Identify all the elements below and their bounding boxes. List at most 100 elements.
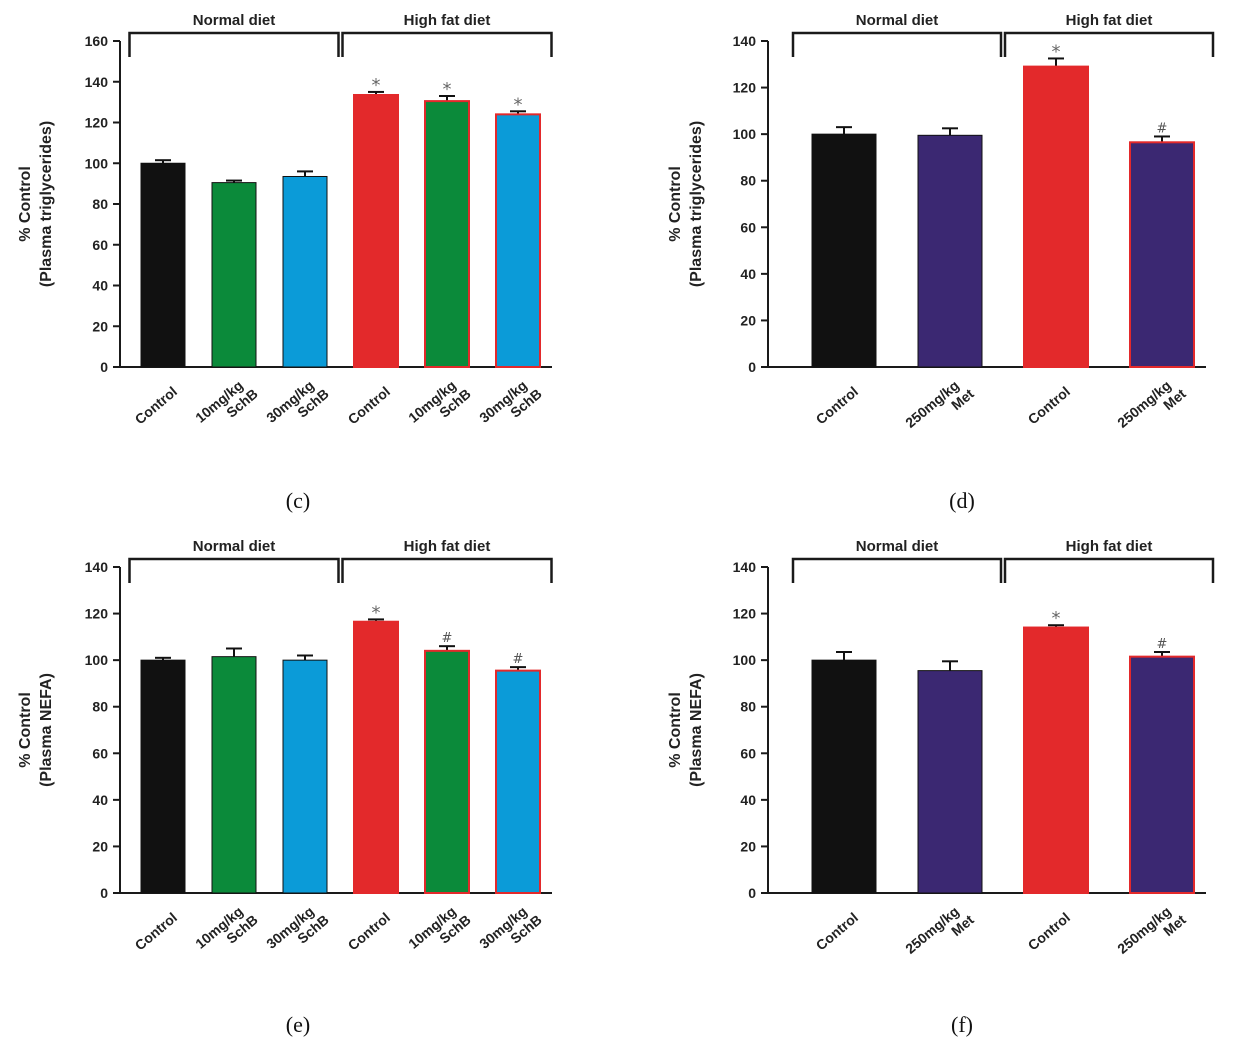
y-axis-title-line: % Control [667,692,684,768]
category-label: Control [132,383,180,427]
y-tick-label: 80 [92,196,108,212]
y-axis-title-line: (Plasma triglycerides) [688,121,705,287]
y-tick-label: 100 [85,652,109,668]
y-tick-label: 60 [92,237,108,253]
y-tick-label: 0 [748,885,756,901]
bar [495,113,541,368]
y-tick-label: 80 [740,173,756,189]
category-label: 10mg/kgSchB [405,899,474,964]
category-label: 250mg/kgMet [1114,373,1189,443]
bar [282,175,328,368]
y-tick-label: 0 [748,359,756,375]
significance-star: * [1052,41,1061,62]
y-tick-label: 80 [92,699,108,715]
y-tick-label: 40 [92,792,108,808]
category-label: 250mg/kgMet [902,373,977,443]
category-label: 250mg/kgMet [902,899,977,969]
y-tick-label: 100 [85,155,109,171]
category-label: Control [813,383,861,427]
group-label: High fat diet [404,538,491,555]
category-label: Control [132,909,180,953]
y-axis-title: % Control (Plasma NEFA) [667,673,705,787]
y-axis-title-line: (Plasma NEFA) [38,673,55,787]
category-label: 30mg/kgSchB [263,899,332,964]
group-bracket [341,31,553,57]
bar [211,656,257,894]
category-label: Control [345,909,393,953]
y-axis-title-line: (Plasma triglycerides) [38,121,55,287]
significance-star: * [514,94,523,115]
group-label: Normal diet [856,12,939,29]
group-bracket [791,31,1003,57]
group-label: Normal diet [193,12,276,29]
significance-hash: # [1157,121,1168,136]
significance-hash: # [513,652,524,667]
y-axis-title: % Control (Plasma NEFA) [17,673,55,787]
y-axis-title-line: % Control [667,166,684,242]
chart-panel-f: 0 20 40 60 80 100 120 140 % Control (Plasma NEFA)… [650,526,1250,1006]
category-label-line: Control [345,909,393,953]
panel-label-f: (f) [951,1012,973,1037]
category-label: 10mg/kgSchB [405,373,474,438]
bar [1023,626,1089,895]
group-label: High fat diet [404,12,491,29]
bar [140,162,186,368]
panel-label-d: (d) [949,488,975,513]
category-label-line: Control [1025,383,1073,427]
bar [1129,655,1195,894]
y-tick-label: 60 [92,745,108,761]
y-tick-label: 100 [733,126,757,142]
bar [811,659,877,894]
y-tick-label: 80 [740,699,756,715]
bar [282,659,328,894]
y-tick-label: 40 [740,792,756,808]
panel-label-c: (c) [285,488,311,513]
bar [811,133,877,368]
y-tick-label: 160 [85,33,109,49]
group-bracket [341,557,553,583]
bar [353,620,399,894]
category-label: 10mg/kgSchB [192,899,261,964]
y-tick-label: 100 [733,652,757,668]
bar [424,649,470,895]
bar [1023,65,1089,368]
category-label-line: Control [1025,909,1073,953]
category-label: Control [813,909,861,953]
y-tick-label: 120 [85,606,109,622]
category-label: 30mg/kgSchB [476,373,545,438]
y-axis-title: % Control (Plasma triglycerides) [667,121,705,287]
chart-d: 0 20 40 60 80 100 120 140 % Control (Plasma trigl… [667,12,1215,443]
bar [1129,141,1195,368]
category-label: 30mg/kgSchB [476,899,545,964]
category-label: 250mg/kgMet [1114,899,1189,969]
bar [353,93,399,369]
group-bracket [1003,31,1215,57]
y-axis-title-line: % Control [17,692,34,768]
group-bracket [791,557,1003,583]
significance-star: * [443,79,452,100]
group-label: High fat diet [1066,538,1153,555]
y-tick-label: 140 [733,33,757,49]
chart-panel-d: 0 20 40 60 80 100 120 140 % Control (Plasma trigl… [650,0,1250,480]
group-label: Normal diet [193,538,276,555]
y-tick-label: 140 [85,74,109,90]
y-tick-label: 140 [733,559,757,575]
category-label-line: Control [345,383,393,427]
category-label-line: Control [813,383,861,427]
y-tick-label: 20 [740,312,756,328]
y-tick-label: 140 [85,559,109,575]
category-label: Control [1025,383,1073,427]
y-tick-label: 40 [740,266,756,282]
category-label-line: Control [132,383,180,427]
group-bracket [128,31,340,57]
category-label-line: Control [132,909,180,953]
chart-panel-c: 0 20 40 60 80 100 120 140 160 % Control (Plasma tr… [0,0,600,480]
bar [140,659,186,894]
y-tick-label: 0 [100,885,108,901]
chart-panel-e: 0 20 40 60 80 100 120 140 % Control (Plasma NEFA)… [0,526,600,1006]
bar [917,670,983,894]
y-axis-title-line: (Plasma NEFA) [688,673,705,787]
y-tick-label: 60 [740,745,756,761]
chart-e: 0 20 40 60 80 100 120 140 % Control (Plasma NEFA)… [17,538,553,964]
bar [211,182,257,368]
